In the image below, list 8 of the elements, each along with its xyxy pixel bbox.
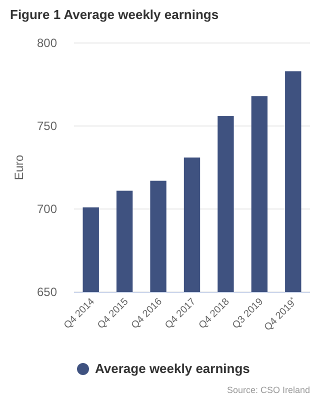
y-tick-label: 700 (36, 202, 58, 216)
source-note: Source: CSO Ireland (226, 385, 310, 395)
legend-label: Average weekly earnings (95, 361, 250, 376)
y-axis-title: Euro (12, 154, 26, 180)
y-tick-label: 800 (36, 36, 58, 50)
y-tick-label: 650 (36, 285, 58, 300)
chart-title: Figure 1 Average weekly earnings (10, 7, 219, 22)
y-tick-label: 750 (36, 119, 58, 134)
